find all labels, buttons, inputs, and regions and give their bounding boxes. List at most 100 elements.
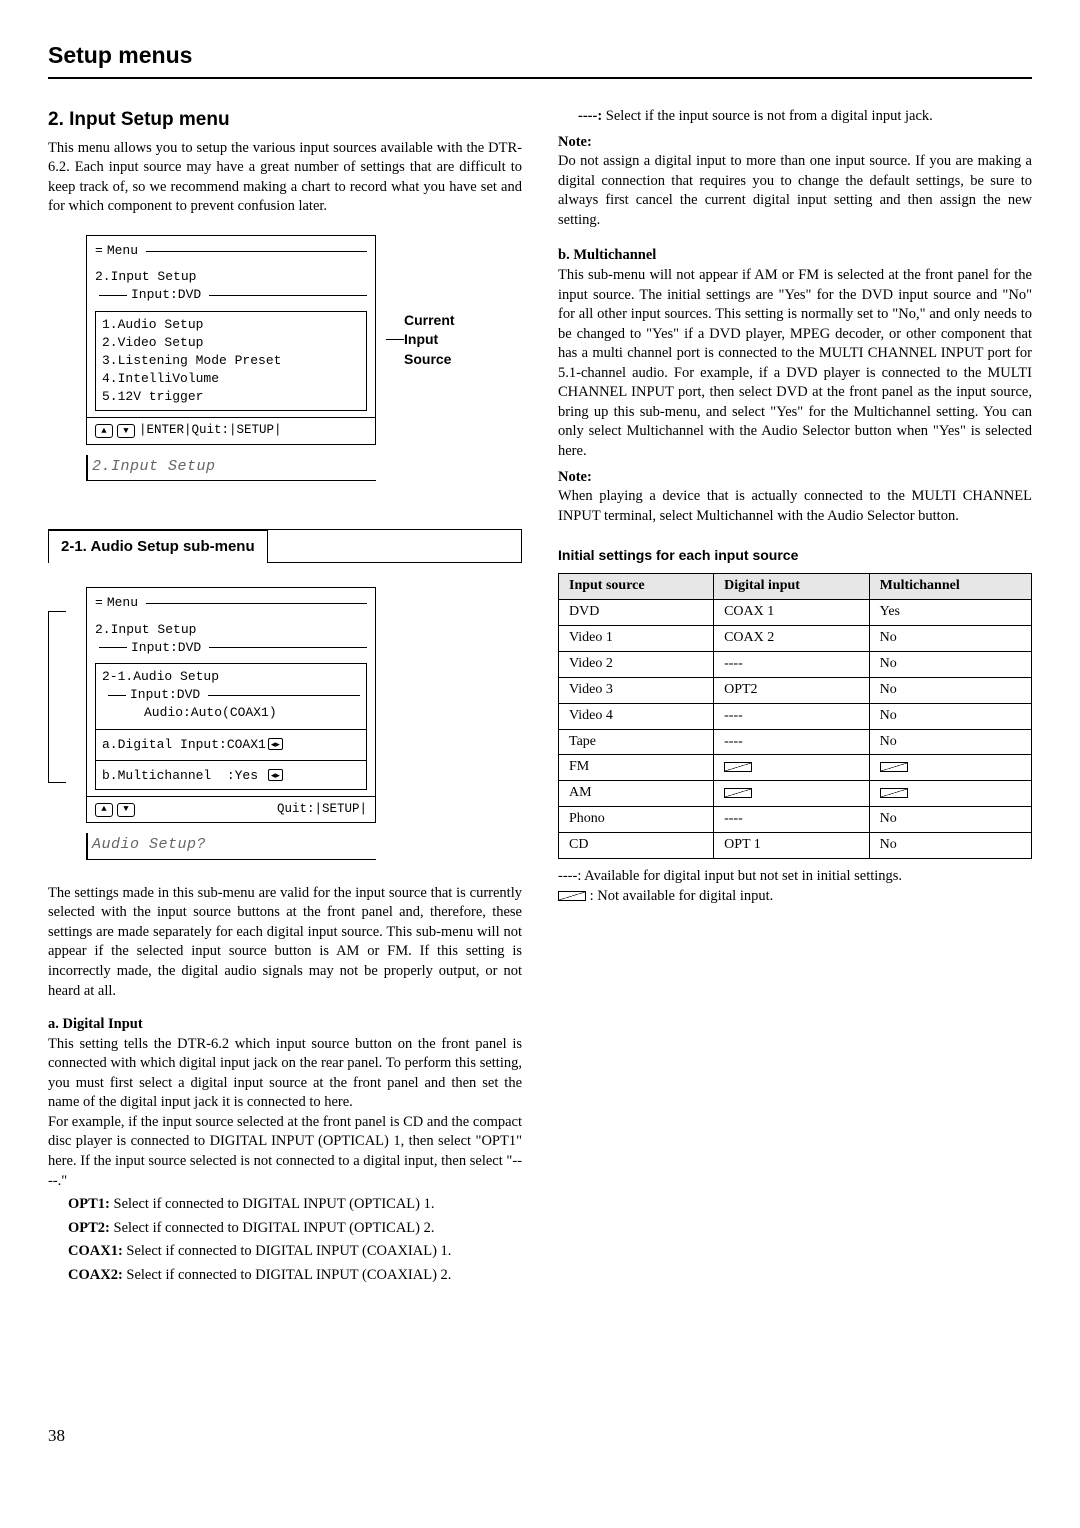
cell-mc: No <box>869 625 1031 651</box>
cell-mc: No <box>869 651 1031 677</box>
right-column: ----: Select if the input source is not … <box>558 107 1032 1285</box>
left-column: 2. Input Setup menu This menu allows you… <box>48 107 522 1285</box>
page-title: Setup menus <box>48 40 1032 71</box>
cell-dig: COAX 1 <box>714 600 870 626</box>
cell-mc: No <box>869 729 1031 755</box>
legend-2: : Not available for digital input. <box>558 887 1032 907</box>
dash-val: Select if the input source is not from a… <box>602 108 933 124</box>
cell-dig <box>714 781 870 807</box>
lcd-sub-footer-text: Quit:|SETUP| <box>277 801 367 819</box>
up-arrow-icon: ▲ <box>95 803 113 817</box>
cell-src: Video 2 <box>559 651 714 677</box>
na-box-icon <box>724 762 752 772</box>
opt1-key: OPT1: <box>68 1196 110 1212</box>
na-box-icon <box>880 788 908 798</box>
th-digital-input: Digital input <box>714 574 870 600</box>
table-row: Tape----No <box>559 729 1032 755</box>
page-number: 38 <box>48 1425 1032 1448</box>
note-body-2: When playing a device that is actually c… <box>558 487 1032 526</box>
lcd-sub-inner: 2-1.Audio Setup Input:DVD Audio:Auto(COA… <box>95 663 367 790</box>
lcd-sub-subtitle-3: Audio:Auto(COAX1) <box>144 704 360 722</box>
digital-input-head: a. Digital Input <box>48 1015 522 1035</box>
table-row: CDOPT 1No <box>559 833 1032 859</box>
cell-src: Video 3 <box>559 677 714 703</box>
table-row: Video 2----No <box>559 651 1032 677</box>
table-legend: ----: Available for digital input but no… <box>558 867 1032 906</box>
lcd-sub-subtitle-1: 2-1.Audio Setup <box>102 668 360 686</box>
lcd-main-wrap: =Menu 2.Input Setup Input:DVD 1.Audio Se… <box>86 235 522 445</box>
lcd-title-1: 2.Input Setup <box>95 268 367 286</box>
cell-src: CD <box>559 833 714 859</box>
lcd-sub-title-2: Input:DVD <box>131 639 201 657</box>
current-input-label: CurrentInputSource <box>404 311 455 370</box>
cell-src: Video 4 <box>559 703 714 729</box>
cell-dig: ---- <box>714 651 870 677</box>
cell-src: DVD <box>559 600 714 626</box>
cell-src: Video 1 <box>559 625 714 651</box>
na-box-icon <box>724 788 752 798</box>
coax1-key: COAX1: <box>68 1243 123 1259</box>
settings-table: Input source Digital input Multichannel … <box>558 573 1032 859</box>
opt2-key: OPT2: <box>68 1220 110 1236</box>
lcd-sub-title-1: 2.Input Setup <box>95 621 367 639</box>
lcd-sub-footer: ▲ ▼ Quit:|SETUP| <box>87 796 375 823</box>
columns: 2. Input Setup menu This menu allows you… <box>48 107 1032 1285</box>
multichannel-body: This sub-menu will not appear if AM or F… <box>558 266 1032 462</box>
legend-1: ----: Available for digital input but no… <box>558 867 1032 887</box>
lcd-sub-menu-label: Menu <box>107 594 138 612</box>
lcd-main: =Menu 2.Input Setup Input:DVD 1.Audio Se… <box>86 235 376 445</box>
cell-mc <box>869 781 1031 807</box>
opt1-val: Select if connected to DIGITAL INPUT (OP… <box>110 1196 435 1212</box>
down-arrow-icon: ▼ <box>117 803 135 817</box>
dash-key: ----: <box>578 108 602 124</box>
note-head-1: Note: <box>558 133 1032 153</box>
display-main: 2.Input Setup <box>86 455 376 481</box>
cell-mc: No <box>869 703 1031 729</box>
na-box-icon <box>880 762 908 772</box>
lcd-items: 1.Audio Setup 2.Video Setup 3.Listening … <box>95 311 367 412</box>
cell-dig: ---- <box>714 729 870 755</box>
up-arrow-icon: ▲ <box>95 424 113 438</box>
cell-src: FM <box>559 755 714 781</box>
coax2-val: Select if connected to DIGITAL INPUT (CO… <box>123 1267 452 1283</box>
cell-src: AM <box>559 781 714 807</box>
note-head-2: Note: <box>558 468 1032 488</box>
opt2-val: Select if connected to DIGITAL INPUT (OP… <box>110 1220 435 1236</box>
table-row: DVDCOAX 1Yes <box>559 600 1032 626</box>
lcd-sub-wrap: =Menu 2.Input Setup Input:DVD 2-1.Audio … <box>86 587 522 823</box>
submenu-title: 2-1. Audio Setup sub-menu <box>48 530 268 563</box>
lcd-sub: =Menu 2.Input Setup Input:DVD 2-1.Audio … <box>86 587 376 823</box>
multichannel-head: b. Multichannel <box>558 246 1032 266</box>
digital-input-options: OPT1: Select if connected to DIGITAL INP… <box>68 1195 522 1285</box>
lcd-footer-text: |ENTER|Quit:|SETUP| <box>139 422 282 440</box>
table-title: Initial settings for each input source <box>558 546 1032 565</box>
th-multichannel: Multichannel <box>869 574 1031 600</box>
cell-dig: OPT2 <box>714 677 870 703</box>
coax1-val: Select if connected to DIGITAL INPUT (CO… <box>123 1243 452 1259</box>
down-arrow-icon: ▼ <box>117 424 135 438</box>
section-title: 2. Input Setup menu <box>48 107 522 133</box>
table-row: AM <box>559 781 1032 807</box>
cell-src: Tape <box>559 729 714 755</box>
lcd-footer: ▲ ▼ |ENTER|Quit:|SETUP| <box>87 417 375 444</box>
cell-dig: ---- <box>714 703 870 729</box>
section-intro: This menu allows you to setup the variou… <box>48 139 522 217</box>
table-row: Video 3OPT2No <box>559 677 1032 703</box>
display-sub: Audio Setup? <box>86 833 376 859</box>
lcd-sub-line-a: a.Digital Input:COAX1◂▸ <box>102 736 360 754</box>
submenu-heading-box: 2-1. Audio Setup sub-menu <box>48 529 522 563</box>
cell-mc: Yes <box>869 600 1031 626</box>
na-box-icon <box>558 891 586 901</box>
table-row: FM <box>559 755 1032 781</box>
cell-dig: ---- <box>714 807 870 833</box>
note-body-1: Do not assign a digital input to more th… <box>558 152 1032 230</box>
lcd-sub-line-b: b.Multichannel :Yes ◂▸ <box>102 767 360 785</box>
audio-setup-para1: The settings made in this sub-menu are v… <box>48 884 522 1001</box>
cell-mc: No <box>869 807 1031 833</box>
th-input-source: Input source <box>559 574 714 600</box>
table-row: Video 1COAX 2No <box>559 625 1032 651</box>
coax2-key: COAX2: <box>68 1267 123 1283</box>
cell-dig <box>714 755 870 781</box>
lcd-menu-label: Menu <box>107 242 138 260</box>
cell-mc <box>869 755 1031 781</box>
